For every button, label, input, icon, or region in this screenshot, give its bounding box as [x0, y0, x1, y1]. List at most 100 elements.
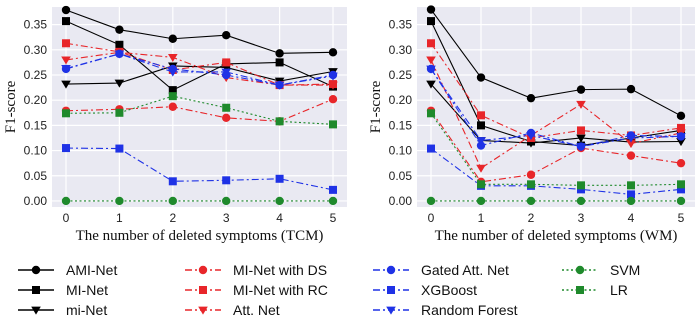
legend-item-mi-net-with-rc: MI-Net with RC — [185, 282, 328, 298]
data-point-att-net — [476, 164, 486, 173]
legend-marker — [575, 265, 585, 275]
x-axis-title: The number of deleted symptoms (TCM) — [76, 228, 324, 244]
series-line-xgboost — [430, 148, 682, 195]
data-point-gated-att-net — [476, 141, 486, 150]
x-tick-label: 0 — [428, 211, 435, 225]
data-point-svm — [275, 196, 284, 206]
legend-label: AMI-Net — [66, 262, 117, 278]
legend-marker — [32, 286, 40, 294]
legend-item-ami-net: AMI-Net — [18, 262, 117, 278]
legend-marker — [198, 265, 208, 275]
data-point-random-forest — [328, 72, 338, 81]
x-tick-label: 2 — [169, 211, 176, 225]
data-point-lr — [627, 181, 635, 190]
y-tick-label: 0.25 — [24, 68, 48, 82]
data-point-random-forest — [168, 68, 178, 77]
data-point-ami-net — [275, 49, 284, 58]
data-point-att-net — [576, 100, 586, 109]
data-point-xgboost — [62, 144, 70, 153]
data-point-att-net — [426, 56, 436, 65]
legend-label: LR — [610, 282, 628, 298]
data-point-ami-net — [168, 34, 177, 43]
legend-item-mi-net: MI-Net — [18, 282, 108, 298]
legend-item-mi-net: mi-Net — [18, 302, 107, 318]
series-line-random-forest — [65, 53, 334, 86]
data-point-ami-net — [676, 111, 686, 121]
data-point-att-net — [328, 81, 338, 90]
series-svm — [61, 196, 338, 206]
series-xgboost — [62, 144, 337, 194]
x-tick-label: 3 — [578, 211, 585, 225]
data-point-mi-net — [275, 58, 284, 67]
data-point-ami-net — [426, 5, 436, 14]
legend-marker — [199, 286, 207, 294]
legend-item-att-net: Att. Net — [185, 302, 280, 318]
x-tick-label: 2 — [528, 211, 535, 225]
legend-label: Random Forest — [421, 302, 518, 318]
data-point-mi-net-with-rc — [677, 123, 685, 132]
legend-item-lr: LR — [562, 282, 628, 298]
data-point-mi-net — [62, 17, 70, 26]
data-point-random-forest — [114, 50, 125, 59]
y-tick-label: 0.20 — [24, 93, 48, 107]
data-point-xgboost — [427, 144, 435, 153]
y-tick-label: 0.00 — [389, 194, 413, 208]
legend-item-random-forest: Random Forest — [373, 302, 518, 318]
data-point-lr — [62, 109, 70, 118]
data-point-mi-net — [676, 138, 686, 147]
data-point-svm — [576, 196, 586, 206]
plot-area — [417, 7, 695, 207]
series-line-mi-net-with-rc — [430, 42, 682, 139]
data-point-lr — [677, 180, 685, 189]
series-svm — [426, 196, 686, 206]
data-point-xgboost — [168, 177, 177, 186]
data-point-svm — [426, 196, 436, 206]
series-line-mi-net-with-ds — [430, 110, 682, 183]
legend: AMI-Net MI-Net mi-Net MI-Net with DS MI-Net … — [18, 262, 640, 318]
legend-item-xgboost: XGBoost — [373, 282, 477, 298]
x-tick-label: 4 — [276, 211, 283, 225]
x-axis-title: The number of deleted symptoms (WM) — [435, 228, 678, 244]
legend-label: MI-Net — [66, 282, 108, 298]
series-random-forest — [426, 65, 686, 152]
data-point-xgboost — [115, 144, 124, 153]
data-point-mi-net-with-rc — [477, 111, 485, 120]
y-tick-label: 0.25 — [389, 68, 413, 82]
data-point-svm — [61, 196, 71, 206]
chart-panel-tcm: 0.00 0.05 0.10 0.15 0.20 0.25 0.30 0.35 0 1 2 3 4 5 F1… — [3, 5, 347, 244]
series-line-att-net — [430, 59, 682, 170]
series-line-ami-net — [65, 9, 334, 54]
x-tick-label: 0 — [63, 211, 70, 225]
data-point-mi-net-with-rc — [222, 58, 231, 67]
y-axis-title: F1-score — [3, 80, 19, 133]
x-tick-label: 1 — [478, 211, 485, 225]
y-tick-label: 0.15 — [389, 118, 413, 132]
y-axis-title: F1-score — [368, 80, 384, 133]
data-point-mi-net — [477, 121, 485, 130]
data-point-random-forest — [626, 134, 636, 143]
data-point-mi-net-with-rc — [427, 39, 435, 48]
y-tick-label: 0.05 — [389, 169, 413, 183]
data-point-att-net — [61, 56, 71, 65]
data-point-random-forest — [476, 137, 486, 146]
series-line-att-net — [65, 51, 333, 86]
data-point-lr — [222, 103, 231, 112]
data-point-svm — [676, 196, 686, 206]
legend-marker — [386, 265, 396, 275]
data-point-lr — [168, 92, 177, 101]
y-tick-label: 0.30 — [24, 43, 48, 57]
data-point-xgboost — [329, 185, 337, 194]
legend-item-mi-net-with-ds: MI-Net with DS — [185, 262, 327, 278]
series-line-xgboost — [65, 147, 334, 191]
series-ami-net — [426, 5, 686, 121]
data-point-lr — [527, 180, 535, 189]
legend-label: SVM — [610, 262, 640, 278]
data-point-ami-net — [526, 93, 536, 103]
data-point-ami-net — [626, 84, 636, 94]
y-tick-label: 0.15 — [24, 118, 48, 132]
data-point-mi-net-with-rc — [62, 39, 70, 48]
data-point-att-net — [626, 140, 636, 149]
data-point-svm — [168, 196, 177, 206]
data-point-mi-net — [168, 86, 177, 95]
data-point-lr — [477, 180, 485, 189]
